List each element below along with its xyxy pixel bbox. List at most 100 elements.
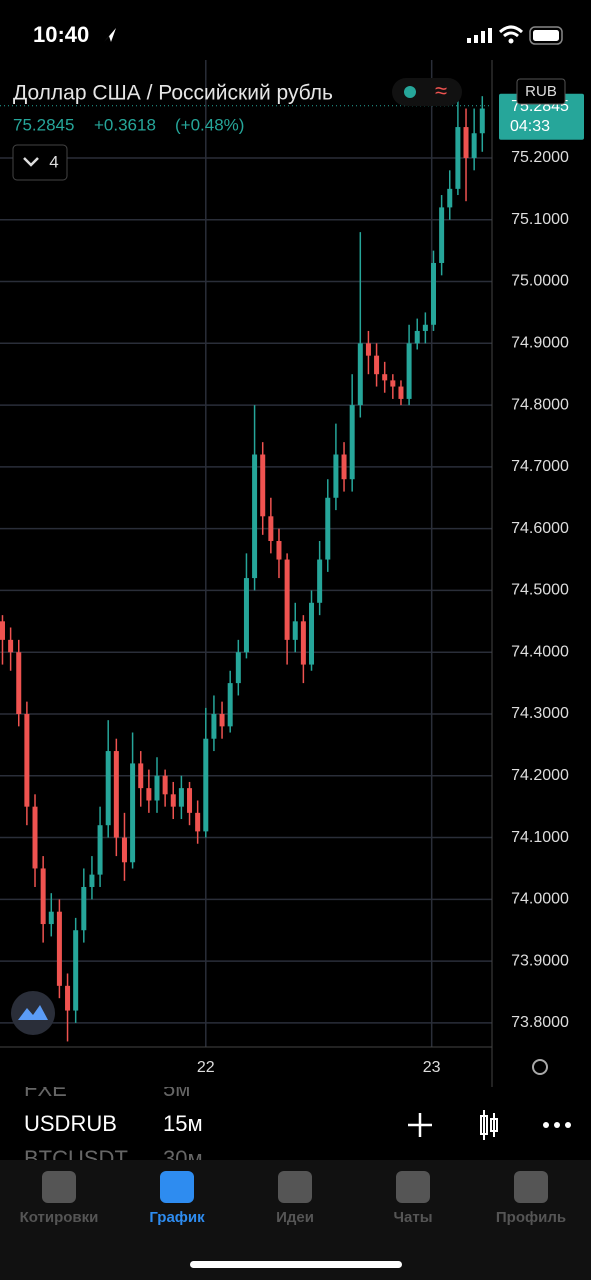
logo-icon (18, 1005, 48, 1020)
candle-body (325, 497, 331, 560)
candle-body (439, 207, 445, 263)
countdown-label: 04:33 (510, 118, 550, 135)
y-tick-label: 74.2000 (511, 767, 569, 784)
candle-body (162, 775, 168, 795)
tab-label[interactable]: Профиль (496, 1209, 566, 1226)
candle-body (73, 930, 79, 1011)
tab-label[interactable]: График (149, 1209, 205, 1226)
candle-body (0, 621, 5, 640)
candle-body (398, 386, 404, 399)
tab-label[interactable]: Чаты (393, 1209, 432, 1226)
y-tick-label: 74.5000 (511, 582, 569, 599)
candle-body (414, 330, 420, 344)
candle-body (317, 559, 323, 603)
x-tick-label: 23 (423, 1059, 441, 1076)
status-time: 10:40 (33, 22, 89, 47)
candle-body (235, 652, 241, 684)
market-dot (404, 86, 416, 98)
candle-body (341, 454, 347, 480)
candle-body (170, 794, 176, 807)
candle-body (463, 127, 469, 158)
candle-body (260, 454, 266, 517)
candle-body (97, 825, 103, 875)
tab-icon (278, 1171, 312, 1203)
wifi-icon (498, 25, 524, 38)
candle-body (48, 911, 54, 925)
currency-box (516, 78, 566, 105)
candle-body (178, 788, 184, 807)
last-price-box (499, 93, 584, 140)
watch-interval[interactable]: 5м (163, 1076, 190, 1101)
indicators-count: 4 (49, 152, 58, 171)
watch-symbol[interactable]: USDRUB (24, 1111, 117, 1136)
candle-body (105, 751, 111, 826)
battery (529, 26, 563, 45)
candle-body (8, 639, 14, 653)
candle-body (471, 133, 477, 158)
candle-body (146, 788, 152, 801)
indicators-button[interactable] (12, 144, 68, 181)
candle-body (276, 541, 282, 560)
tab-label[interactable]: Котировки (20, 1209, 99, 1226)
x-tick-label: 22 (197, 1059, 215, 1076)
candle-body (211, 713, 217, 739)
home-indicator (190, 1261, 402, 1268)
y-tick-label: 74.9000 (511, 335, 569, 352)
settings-icon[interactable] (532, 1059, 548, 1075)
y-tick-label: 74.0000 (511, 891, 569, 908)
chart: 73.8000 73.9000 74.0000 74.1000 74.2000 74.30… (0, 60, 584, 1076)
chart-type-icon[interactable] (480, 1110, 498, 1140)
tab-icon (396, 1171, 430, 1203)
candle-body (374, 355, 380, 375)
candle-body (195, 812, 201, 832)
watch-symbol[interactable]: BTCUSDT (24, 1146, 128, 1171)
price: 75.2845 (13, 115, 74, 134)
candle-body (309, 602, 315, 665)
candle-body (243, 578, 249, 653)
candle-body (406, 343, 412, 399)
candle-body (292, 621, 298, 640)
tab-icon (160, 1171, 194, 1203)
watch-symbol[interactable]: FXE (24, 1076, 67, 1101)
watch-rows: FXE 5м USDRUB 15м BTCUSDT 30м (24, 1076, 203, 1171)
y-tick-label: 74.7000 (511, 458, 569, 475)
candle-body (113, 751, 119, 838)
candle-body (40, 868, 46, 925)
battery-level (533, 30, 559, 41)
status-pill[interactable] (392, 78, 462, 106)
candle-body (455, 127, 461, 189)
candle-body (430, 262, 436, 325)
y-tick-label: 74.1000 (511, 829, 569, 846)
watch-interval[interactable]: 30м (163, 1146, 203, 1171)
price-change: +0.3618 (94, 115, 156, 134)
tab-icon (42, 1171, 76, 1203)
tabs: Котировки График Идеи Чаты Профиль (20, 1171, 566, 1226)
logo-button[interactable] (11, 991, 55, 1035)
candle-body (300, 621, 306, 665)
y-tick-label: 73.9000 (511, 952, 569, 969)
tab-label[interactable]: Идеи (276, 1209, 314, 1226)
candle-body (422, 324, 428, 331)
chevron (23, 157, 39, 167)
symbol-title[interactable]: Доллар США / Российский рубль (13, 82, 333, 105)
candle-body (130, 763, 136, 863)
more-icon[interactable] (543, 1122, 571, 1128)
candle-body (187, 788, 193, 813)
candle-body (56, 911, 62, 986)
candle-body (219, 713, 225, 727)
signal-icon (467, 28, 492, 43)
watch-interval[interactable]: 15м (163, 1111, 203, 1136)
candle-body (89, 874, 95, 887)
y-tick-label: 74.3000 (511, 705, 569, 722)
y-tick-label: 75.1000 (511, 211, 569, 228)
candle-body (121, 837, 127, 863)
y-tick-label: 74.8000 (511, 396, 569, 413)
add-icon[interactable] (408, 1113, 432, 1137)
candle-body (390, 380, 396, 387)
approx-icon: ≈ (435, 78, 447, 103)
candle-body (252, 454, 258, 579)
candle-body (349, 405, 355, 480)
candle-body (16, 652, 22, 714)
